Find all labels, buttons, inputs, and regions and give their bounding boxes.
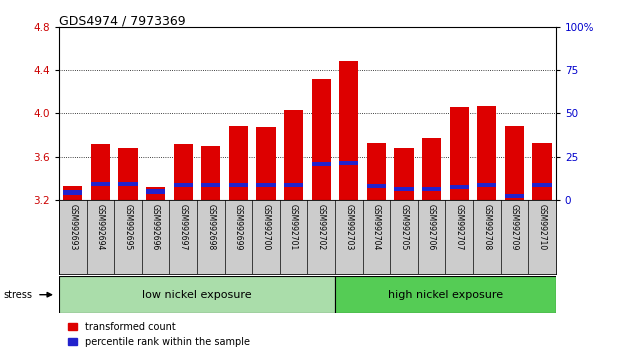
Text: GDS4974 / 7973369: GDS4974 / 7973369 xyxy=(59,14,186,27)
Text: GSM992694: GSM992694 xyxy=(96,205,105,251)
Bar xyxy=(146,187,165,200)
Bar xyxy=(91,144,110,200)
Bar xyxy=(532,143,551,200)
Text: GSM992710: GSM992710 xyxy=(538,205,546,251)
Bar xyxy=(119,148,138,200)
Bar xyxy=(477,183,496,187)
Bar xyxy=(229,126,248,200)
Bar xyxy=(91,182,110,186)
Bar xyxy=(284,110,303,200)
Bar xyxy=(312,79,331,200)
Bar xyxy=(119,182,138,186)
Bar xyxy=(422,138,442,200)
Text: GSM992706: GSM992706 xyxy=(427,205,436,251)
Bar xyxy=(450,185,469,189)
Text: GSM992697: GSM992697 xyxy=(179,205,188,251)
Text: GSM992703: GSM992703 xyxy=(344,205,353,251)
Text: GSM992696: GSM992696 xyxy=(151,205,160,251)
Bar xyxy=(505,126,524,200)
Bar xyxy=(173,144,193,200)
Bar xyxy=(63,186,83,200)
Text: GSM992693: GSM992693 xyxy=(68,205,77,251)
Bar xyxy=(339,61,358,200)
Bar xyxy=(367,143,386,200)
Bar xyxy=(173,183,193,187)
Bar xyxy=(450,107,469,200)
Bar xyxy=(63,190,83,195)
Text: GSM992709: GSM992709 xyxy=(510,205,519,251)
Bar xyxy=(394,187,414,191)
Text: stress: stress xyxy=(3,290,32,300)
Bar xyxy=(339,161,358,165)
Bar xyxy=(477,106,496,200)
Bar xyxy=(256,127,276,200)
Bar xyxy=(256,183,276,187)
Bar xyxy=(201,146,220,200)
Text: GSM992698: GSM992698 xyxy=(206,205,215,251)
Bar xyxy=(201,183,220,187)
Bar xyxy=(59,276,335,313)
Text: GSM992699: GSM992699 xyxy=(234,205,243,251)
Text: GSM992701: GSM992701 xyxy=(289,205,298,251)
Bar xyxy=(367,184,386,188)
Bar xyxy=(146,189,165,194)
Text: GSM992700: GSM992700 xyxy=(261,205,271,251)
Bar xyxy=(312,162,331,166)
Text: GSM992704: GSM992704 xyxy=(372,205,381,251)
Bar xyxy=(394,148,414,200)
Text: GSM992702: GSM992702 xyxy=(317,205,325,251)
Bar xyxy=(284,183,303,187)
Text: high nickel exposure: high nickel exposure xyxy=(388,290,503,300)
Bar xyxy=(335,276,556,313)
Bar xyxy=(532,183,551,187)
Legend: transformed count, percentile rank within the sample: transformed count, percentile rank withi… xyxy=(64,318,254,351)
Bar xyxy=(505,194,524,198)
Text: GSM992705: GSM992705 xyxy=(399,205,409,251)
Text: low nickel exposure: low nickel exposure xyxy=(142,290,252,300)
Text: GSM992708: GSM992708 xyxy=(483,205,491,251)
Bar xyxy=(422,187,442,191)
Text: GSM992707: GSM992707 xyxy=(455,205,464,251)
Bar xyxy=(229,183,248,187)
Text: GSM992695: GSM992695 xyxy=(124,205,132,251)
